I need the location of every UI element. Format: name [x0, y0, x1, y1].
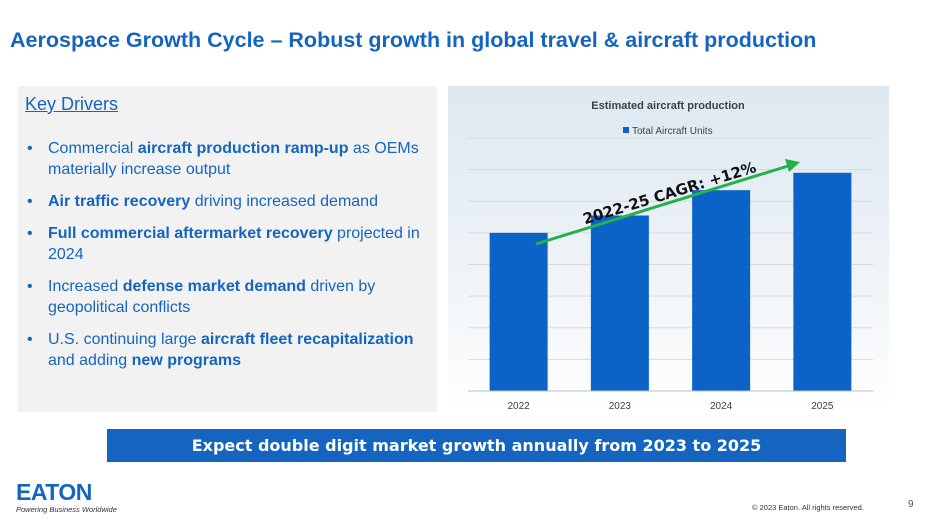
chart-title: Estimated aircraft production	[591, 100, 745, 112]
copyright-text: © 2023 Eaton. All rights reserved.	[752, 503, 864, 512]
logo-tagline: Powering Business Worldwide	[16, 505, 117, 514]
logo-wordmark: EATON	[16, 479, 92, 505]
driver-item: • Air traffic recovery driving increased …	[27, 193, 378, 210]
legend-swatch	[623, 127, 629, 133]
x-tick-label: 2025	[811, 401, 834, 412]
bullet-icon: •	[27, 331, 33, 348]
bars-group	[489, 172, 852, 391]
growth-banner: Expect double digit market growth annual…	[107, 429, 846, 462]
cagr-arrow-line	[535, 164, 789, 246]
cagr-arrow	[535, 159, 800, 246]
driver-item: • Full commercial aftermarket recovery pr…	[27, 225, 420, 263]
x-tick-label: 2022	[508, 401, 531, 412]
legend-label: Total Aircraft Units	[632, 126, 713, 137]
x-axis-labels: 2022 2023 2024 2025	[508, 401, 834, 412]
key-drivers-panel: Key Drivers • Commercial aircraft product…	[18, 86, 437, 412]
bullet-icon: •	[27, 278, 33, 295]
slide-title: Aerospace Growth Cycle – Robust growth i…	[10, 28, 817, 52]
driver-item: • U.S. continuing large aircraft fleet re…	[27, 331, 414, 369]
driver-item: • Increased defense market demand driven …	[27, 278, 376, 316]
bullet-icon: •	[27, 193, 33, 210]
bullet-icon: •	[27, 225, 33, 242]
aircraft-production-chart: Estimated aircraft production Total Airc…	[448, 86, 889, 412]
bar-2023	[590, 215, 649, 391]
chart-svg: Estimated aircraft production Total Airc…	[468, 100, 873, 412]
bar-2024	[692, 190, 751, 391]
x-tick-label: 2023	[609, 401, 632, 412]
bar-2025	[793, 172, 852, 391]
driver-item: • Commercial aircraft production ramp-up …	[27, 140, 419, 178]
bullet-icon: •	[27, 140, 33, 157]
eaton-logo: EATON Powering Business Worldwide	[16, 479, 117, 514]
key-drivers-heading: Key Drivers	[25, 94, 119, 114]
bar-2022	[489, 232, 548, 391]
x-tick-label: 2024	[710, 401, 733, 412]
key-drivers-list: • Commercial aircraft production ramp-up …	[18, 138, 428, 382]
arrow-head-icon	[785, 159, 800, 172]
page-number: 9	[908, 499, 914, 510]
